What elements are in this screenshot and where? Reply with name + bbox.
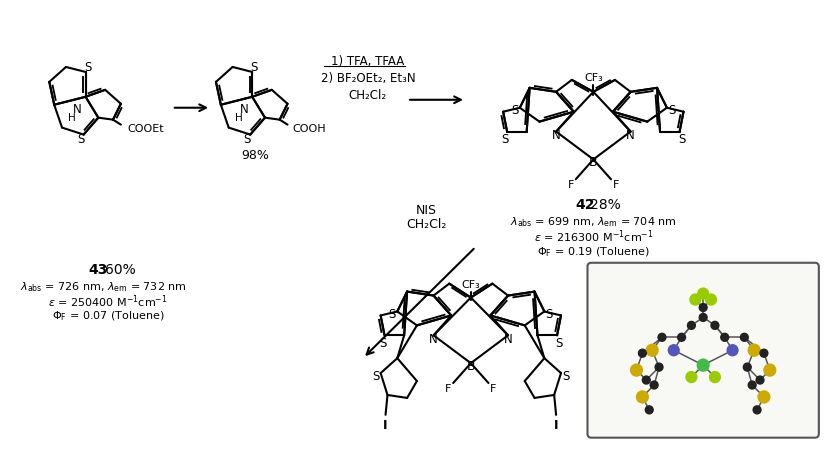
Circle shape xyxy=(740,334,748,341)
Text: NIS: NIS xyxy=(416,203,437,216)
Circle shape xyxy=(711,322,719,330)
Text: S: S xyxy=(243,133,251,146)
Circle shape xyxy=(668,345,679,356)
Text: F: F xyxy=(445,383,451,393)
Text: I: I xyxy=(553,419,558,431)
Circle shape xyxy=(698,289,709,299)
Circle shape xyxy=(650,381,658,389)
FancyBboxPatch shape xyxy=(588,263,819,438)
Circle shape xyxy=(637,391,648,403)
Circle shape xyxy=(760,350,768,357)
Circle shape xyxy=(631,364,642,376)
Text: $\Phi_\mathregular{F}$ = 0.07 (Toluene): $\Phi_\mathregular{F}$ = 0.07 (Toluene) xyxy=(52,309,165,322)
Circle shape xyxy=(753,406,761,414)
Text: S: S xyxy=(563,369,569,382)
Text: N: N xyxy=(240,103,248,116)
Text: H: H xyxy=(234,112,243,122)
Text: B: B xyxy=(466,359,475,372)
Text: 28%: 28% xyxy=(590,198,621,212)
Text: $\varepsilon$ = 250400 M$^{-1}$cm$^{-1}$: $\varepsilon$ = 250400 M$^{-1}$cm$^{-1}$ xyxy=(48,293,168,309)
Text: CF₃: CF₃ xyxy=(584,73,602,83)
Text: I: I xyxy=(383,419,388,431)
Circle shape xyxy=(758,391,770,403)
Text: N: N xyxy=(552,129,560,142)
Circle shape xyxy=(744,364,751,371)
Text: H: H xyxy=(68,112,76,122)
Text: F: F xyxy=(490,383,497,393)
Text: 2) BF₂OEt₂, Et₃N: 2) BF₂OEt₂, Et₃N xyxy=(321,72,416,85)
Circle shape xyxy=(727,345,738,356)
Text: S: S xyxy=(84,61,91,74)
Text: N: N xyxy=(73,103,82,116)
Text: N: N xyxy=(627,129,635,142)
Text: S: S xyxy=(372,369,380,382)
Text: COOH: COOH xyxy=(293,123,326,133)
Text: S: S xyxy=(389,307,396,320)
Text: N: N xyxy=(504,332,513,345)
Text: 42: 42 xyxy=(576,198,595,212)
Text: S: S xyxy=(678,133,686,146)
Circle shape xyxy=(748,381,756,389)
Circle shape xyxy=(677,334,686,341)
Circle shape xyxy=(642,376,650,384)
Text: S: S xyxy=(546,307,553,320)
Circle shape xyxy=(655,364,663,371)
Circle shape xyxy=(646,406,653,414)
Circle shape xyxy=(756,376,764,384)
Circle shape xyxy=(658,334,666,341)
Text: $\varepsilon$ = 216300 M$^{-1}$cm$^{-1}$: $\varepsilon$ = 216300 M$^{-1}$cm$^{-1}$ xyxy=(534,228,653,245)
Text: S: S xyxy=(250,61,258,74)
Text: S: S xyxy=(77,133,85,146)
Text: CH₂Cl₂: CH₂Cl₂ xyxy=(349,89,387,102)
Text: F: F xyxy=(568,180,574,190)
Circle shape xyxy=(686,372,696,383)
Text: B: B xyxy=(589,156,597,169)
Text: 60%: 60% xyxy=(105,262,135,276)
Circle shape xyxy=(687,322,696,330)
Text: $\Phi_\mathregular{F}$ = 0.19 (Toluene): $\Phi_\mathregular{F}$ = 0.19 (Toluene) xyxy=(537,244,650,258)
Circle shape xyxy=(764,364,775,376)
Circle shape xyxy=(638,350,647,357)
Text: S: S xyxy=(501,133,509,146)
Text: COOEt: COOEt xyxy=(127,123,164,133)
Circle shape xyxy=(690,295,701,305)
Text: $\lambda_\mathregular{abs}$ = 699 nm, $\lambda_\mathregular{em}$ = 704 nm: $\lambda_\mathregular{abs}$ = 699 nm, $\… xyxy=(510,215,676,228)
Text: N: N xyxy=(429,332,438,345)
Text: S: S xyxy=(555,336,563,349)
Text: CH₂Cl₂: CH₂Cl₂ xyxy=(406,217,447,230)
Text: $\lambda_\mathregular{abs}$ = 726 nm, $\lambda_\mathregular{em}$ = 732 nm: $\lambda_\mathregular{abs}$ = 726 nm, $\… xyxy=(20,279,187,293)
Text: S: S xyxy=(511,104,519,117)
Circle shape xyxy=(699,314,707,322)
Text: F: F xyxy=(612,180,619,190)
Text: CF₃: CF₃ xyxy=(461,279,480,289)
Circle shape xyxy=(699,304,707,312)
Circle shape xyxy=(647,345,658,356)
Text: 43: 43 xyxy=(89,262,108,276)
Text: S: S xyxy=(379,336,386,349)
Text: S: S xyxy=(668,104,676,117)
Circle shape xyxy=(748,345,760,356)
Circle shape xyxy=(720,334,729,341)
Circle shape xyxy=(706,295,716,305)
Text: 98%: 98% xyxy=(241,149,269,161)
Circle shape xyxy=(710,372,720,383)
Text: 1) TFA, TFAA: 1) TFA, TFAA xyxy=(332,55,405,67)
Circle shape xyxy=(697,359,709,371)
